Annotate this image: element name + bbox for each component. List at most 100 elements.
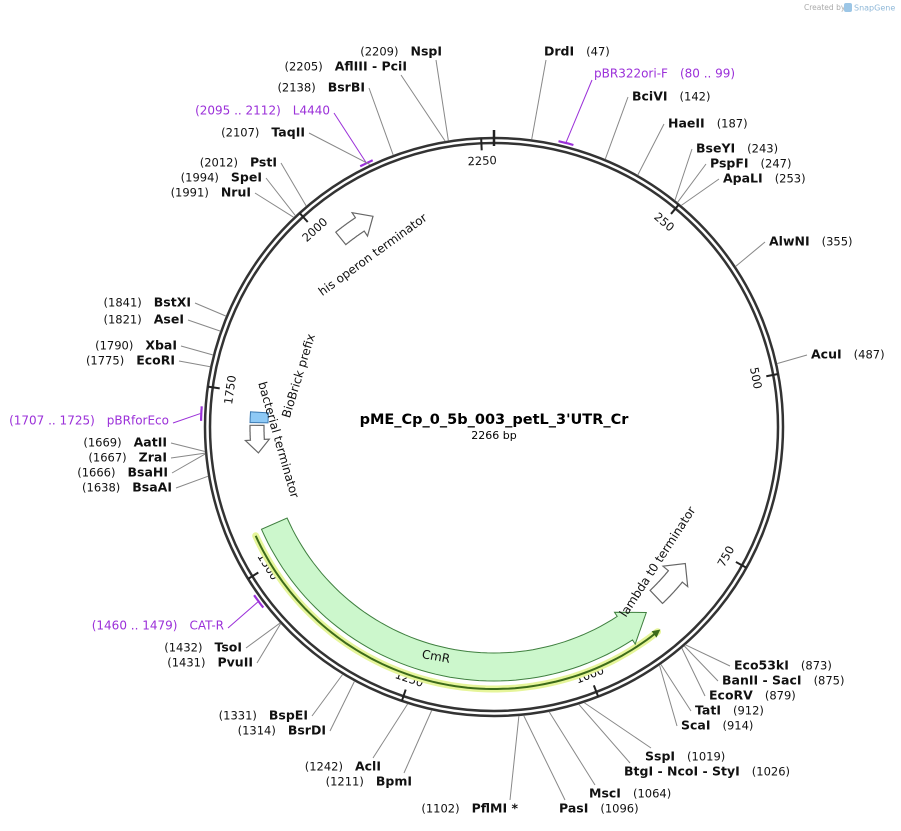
biobrick-box — [249, 411, 269, 424]
enzyme-leader — [180, 345, 214, 356]
primer-arc — [200, 406, 203, 421]
enzyme-leader — [170, 452, 206, 459]
enzyme-name: BstXI — [154, 295, 191, 310]
enzyme-name: PvuII — [217, 655, 253, 670]
enzyme-leader — [523, 715, 566, 801]
enzyme-site: (47) — [586, 45, 610, 59]
bacterial-terminator-arrow — [243, 424, 271, 454]
enzyme-site: (355) — [822, 235, 853, 249]
enzyme-site: (2138) — [277, 81, 315, 95]
tick-mark — [480, 138, 483, 151]
enzyme-name: PasI — [559, 801, 588, 816]
enzyme-site: (1331) — [219, 709, 257, 723]
enzyme-leader — [677, 163, 707, 203]
tick-label: 250 — [651, 210, 677, 235]
enzyme-name: EcoRI — [136, 353, 175, 368]
enzyme-name: AcuI — [811, 347, 842, 362]
feature-label: BioBrick prefix — [279, 332, 318, 419]
enzyme-site: (1775) — [86, 354, 124, 368]
enzyme-site: (1667) — [88, 451, 126, 465]
enzyme-leader — [256, 623, 282, 664]
enzyme-name: BsaAI — [132, 480, 172, 495]
tick-mark — [766, 373, 779, 378]
enzyme-leader — [171, 453, 206, 474]
primer-arc — [253, 594, 265, 609]
enzyme-leader — [583, 702, 652, 749]
enzyme-name: PflMI * — [472, 801, 519, 816]
enzyme-leader — [311, 674, 344, 717]
enzyme-leader — [178, 360, 211, 368]
enzyme-site: (2107) — [221, 126, 259, 140]
enzyme-name: NspI — [410, 44, 442, 59]
enzyme-leader — [685, 644, 731, 667]
enzyme-site: (142) — [680, 90, 711, 104]
enzyme-site: (1064) — [633, 787, 671, 801]
tick-mark — [298, 212, 309, 223]
primer-leader — [333, 112, 367, 163]
primer-name: CAT-R — [189, 619, 224, 633]
primer-leader — [227, 601, 259, 629]
enzyme-leader — [548, 711, 596, 786]
primer-name: pBRforEco — [107, 414, 169, 428]
enzyme-name: AseI — [154, 312, 184, 327]
tick-label: 500 — [747, 366, 765, 390]
enzyme-site: (187) — [717, 117, 748, 131]
enzyme-leader — [245, 622, 281, 649]
enzyme-name: Eco53kI — [734, 658, 789, 673]
primer-range: (80 .. 99) — [680, 67, 735, 81]
enzyme-site: (253) — [775, 172, 806, 186]
enzyme-leader — [604, 96, 629, 160]
tick-label: 750 — [714, 543, 737, 569]
primer-leader — [172, 413, 201, 424]
enzyme-name: AflIII - PciI — [335, 59, 407, 74]
enzyme-leader — [509, 715, 520, 801]
feature-label: lambda t0 terminator — [617, 504, 699, 620]
enzyme-site: (879) — [765, 689, 796, 703]
enzyme-site: (1638) — [82, 481, 120, 495]
feature-label: CmR — [421, 647, 451, 666]
plasmid-length: 2266 bp — [471, 429, 516, 442]
enzyme-name: AclI — [355, 759, 381, 774]
enzyme-site: (1841) — [104, 296, 142, 310]
primer-arc — [558, 140, 574, 147]
enzyme-name: DrdI — [544, 44, 574, 59]
tick-mark — [592, 685, 600, 697]
enzyme-name: BsaHI — [127, 465, 168, 480]
enzyme-name: ApaLI — [723, 171, 763, 186]
enzyme-leader — [658, 665, 678, 727]
enzyme-leader — [372, 703, 409, 759]
enzyme-name: BspEI — [269, 708, 308, 723]
primer-range: (2095 .. 2112) — [195, 104, 281, 118]
enzyme-leader — [403, 710, 433, 774]
enzyme-leader — [400, 74, 446, 142]
enzyme-site: (1666) — [77, 466, 115, 480]
enzyme-site: (1790) — [95, 339, 133, 353]
enzyme-leader — [681, 647, 706, 697]
tick-label: 1750 — [221, 374, 239, 405]
enzyme-leader — [435, 59, 449, 141]
tick-mark — [670, 204, 680, 215]
enzyme-name: TaqII — [271, 125, 305, 140]
enzyme-name: SpeI — [231, 170, 262, 185]
primer-range: (1460 .. 1479) — [92, 619, 178, 633]
tick-mark — [247, 571, 259, 580]
enzyme-site: (875) — [814, 674, 845, 688]
enzyme-name: BanII - SacI — [722, 673, 802, 688]
enzyme-leader — [254, 192, 294, 218]
enzyme-leader — [637, 123, 665, 176]
enzyme-leader — [578, 704, 631, 764]
lambda-t0-arrow — [649, 562, 689, 605]
enzyme-name: BsrBI — [328, 80, 365, 95]
enzyme-leader — [175, 475, 209, 489]
enzyme-name: EcoRV — [709, 688, 753, 703]
enzyme-name: PstI — [250, 155, 277, 170]
orf-head — [651, 629, 661, 638]
watermark: Created by SnapGene — [804, 3, 895, 13]
enzyme-leader — [170, 442, 206, 452]
plasmid-name: pME_Cp_0_5b_003_petL_3'UTR_Cr — [360, 412, 630, 428]
watermark-prefix: Created by — [804, 3, 846, 12]
enzyme-site: (2209) — [360, 45, 398, 59]
enzyme-leader — [280, 162, 307, 207]
enzyme-site: (487) — [854, 348, 885, 362]
